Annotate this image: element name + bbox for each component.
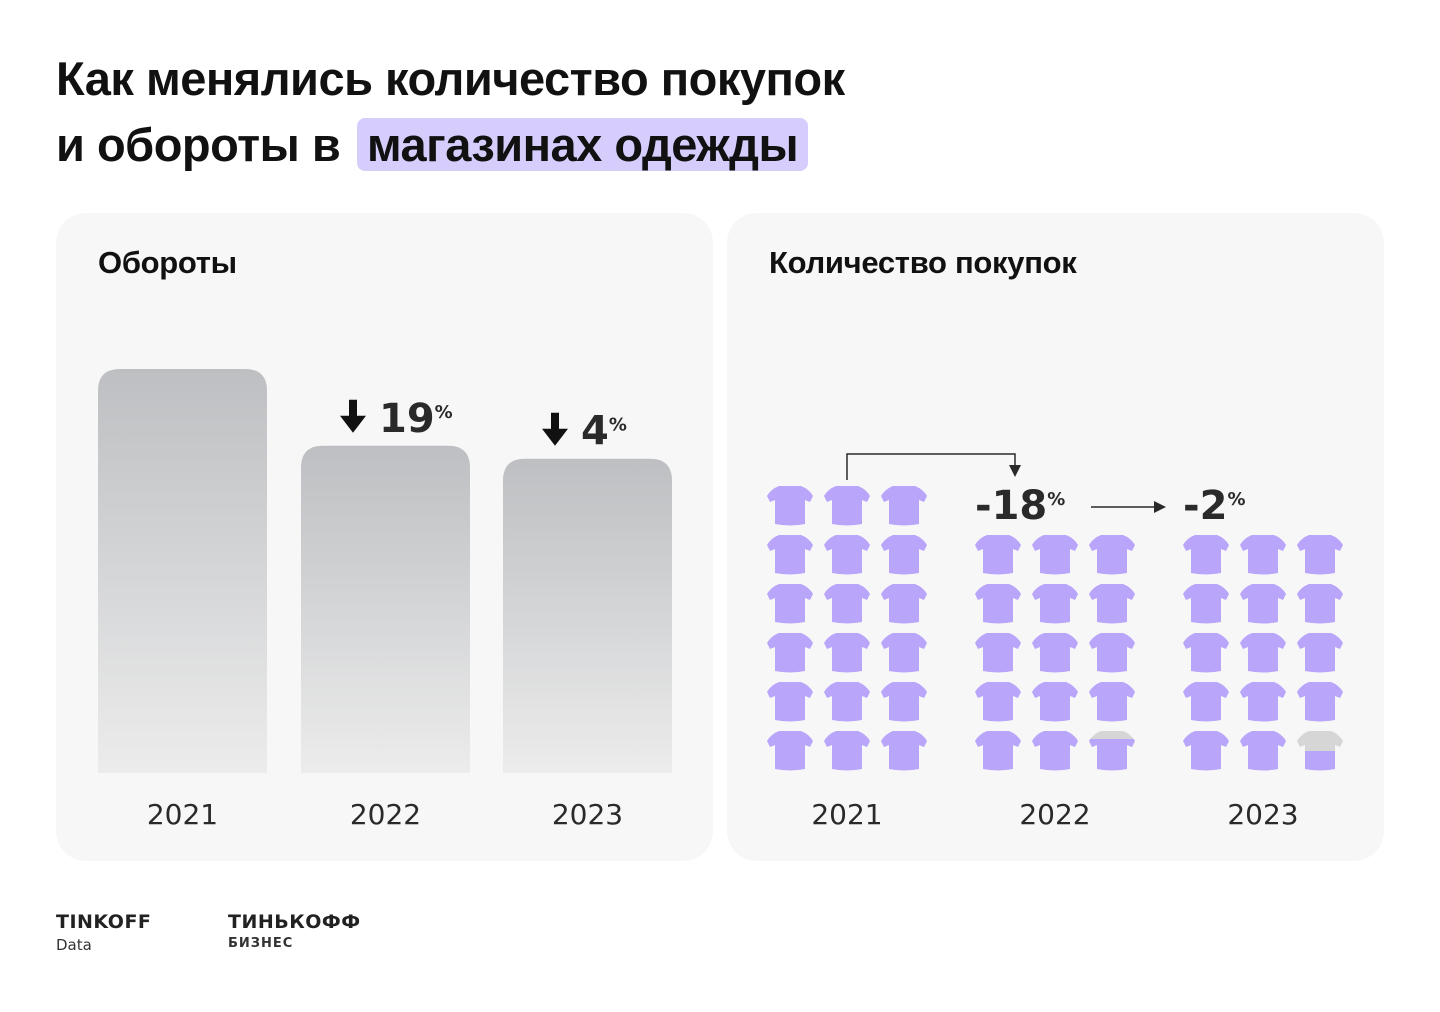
- shirt-icon: [1089, 535, 1135, 575]
- shirt-icon: [975, 535, 1021, 575]
- change-label-2022-unit: %: [1047, 489, 1065, 510]
- change-label-2023: 4%: [581, 409, 627, 455]
- shirt-icon: [824, 535, 870, 575]
- shirt-icon: [1297, 535, 1343, 575]
- shirt-icon: [881, 535, 927, 575]
- shirt-icon: [881, 633, 927, 673]
- shirt-icon: [824, 584, 870, 624]
- shirt-icon: [767, 535, 813, 575]
- shirt-icon: [881, 584, 927, 624]
- change-label-2023-value: -2: [1183, 483, 1227, 529]
- change-label-2022-value: 19: [379, 396, 435, 442]
- shirt-icon: [1240, 682, 1286, 722]
- change-label-2023-unit: %: [609, 415, 627, 436]
- shirt-icon: [1032, 584, 1078, 624]
- shirt-icon: [881, 486, 927, 526]
- change-label-2022-value: -18: [975, 483, 1047, 529]
- shirt-icon: [767, 486, 813, 526]
- arrow-down-icon: [340, 399, 366, 433]
- title-line-2-prefix: и обороты в: [56, 118, 341, 171]
- purchases-panel: Количество покупок 2021 2022 2023 -18% -2%: [727, 213, 1384, 861]
- bar-2022: [301, 445, 470, 773]
- shirt-icon: [824, 731, 870, 771]
- tinkoff-business-logo-name: ТИНЬКОФФ: [228, 911, 361, 933]
- change-label-2023-value: 4: [581, 409, 609, 455]
- title-highlight: магазинах одежды: [356, 118, 809, 171]
- change-label-2023-unit: %: [1227, 489, 1245, 510]
- shirt-icon: [881, 682, 927, 722]
- title-line-1: Как менялись количество покупок: [56, 52, 845, 105]
- shirt-icon: [1240, 633, 1286, 673]
- change-label-2023: -2%: [1183, 483, 1245, 529]
- bar-2023: [503, 458, 672, 773]
- shirt-icon: [767, 731, 813, 771]
- x-tick-2022: 2022: [1019, 798, 1090, 831]
- x-tick-2021: 2021: [811, 798, 882, 831]
- shirt-icon: [1089, 731, 1135, 771]
- shirt-icon: [975, 633, 1021, 673]
- shirt-icon: [1240, 535, 1286, 575]
- shirt-icon: [1183, 633, 1229, 673]
- shirt-icon: [824, 486, 870, 526]
- shirt-icon: [975, 682, 1021, 722]
- title-line-2: и обороты в магазинах одежды: [56, 112, 845, 178]
- shirt-icon: [767, 633, 813, 673]
- shirt-icon: [1297, 633, 1343, 673]
- page-title: Как менялись количество покупок и оборот…: [56, 46, 845, 178]
- x-tick-2022: 2022: [350, 798, 421, 831]
- shirt-icon: [1032, 682, 1078, 722]
- turnover-chart-title: Обороты: [98, 245, 237, 280]
- change-label-2022: 19%: [379, 396, 453, 442]
- shirt-icon: [881, 731, 927, 771]
- tinkoff-data-logo-name: TINKOFF: [56, 911, 152, 933]
- purchases-chart-title: Количество покупок: [769, 245, 1077, 280]
- tinkoff-data-logo-sub: Data: [56, 936, 92, 954]
- shirt-icon: [1297, 584, 1343, 624]
- x-tick-2021: 2021: [147, 798, 218, 831]
- bar-2021: [98, 369, 267, 773]
- shirt-icon: [975, 584, 1021, 624]
- shirt-icon: [1183, 535, 1229, 575]
- tinkoff-business-logo-sub: БИЗНЕС: [228, 936, 294, 951]
- tinkoff-data-logo: TINKOFF Data: [56, 911, 151, 954]
- shirt-icon: [1240, 584, 1286, 624]
- change-label-2022: -18%: [975, 483, 1065, 529]
- shirt-icon: [1089, 584, 1135, 624]
- purchases-chart: 2021 2022 2023-18% -2%: [767, 453, 1343, 831]
- shirt-icon: [1183, 682, 1229, 722]
- shirt-icon: [975, 731, 1021, 771]
- shirt-icon: [824, 633, 870, 673]
- turnover-panel: Обороты 2021 2022 2023 19% 4%: [56, 213, 713, 861]
- shirt-icon: [767, 584, 813, 624]
- shirt-icon: [1089, 682, 1135, 722]
- shirt-icon: [1297, 682, 1343, 722]
- x-tick-2023: 2023: [552, 798, 623, 831]
- change-bracket-arrow: [846, 453, 1021, 480]
- shirt-icon: [1089, 633, 1135, 673]
- shirt-icon: [1297, 731, 1343, 771]
- shirt-icon: [1183, 584, 1229, 624]
- shirt-icon: [1032, 731, 1078, 771]
- shirt-icon: [1032, 633, 1078, 673]
- tinkoff-business-logo: ТИНЬКОФФ БИЗНЕС: [228, 911, 361, 951]
- shirt-icon: [1183, 731, 1229, 771]
- shirt-icon: [767, 682, 813, 722]
- shirt-icon: [824, 682, 870, 722]
- x-tick-2023: 2023: [1227, 798, 1298, 831]
- shirt-icon: [1240, 731, 1286, 771]
- change-label-2022-unit: %: [435, 402, 453, 423]
- shirt-icon: [1032, 535, 1078, 575]
- arrow-down-icon: [542, 412, 568, 446]
